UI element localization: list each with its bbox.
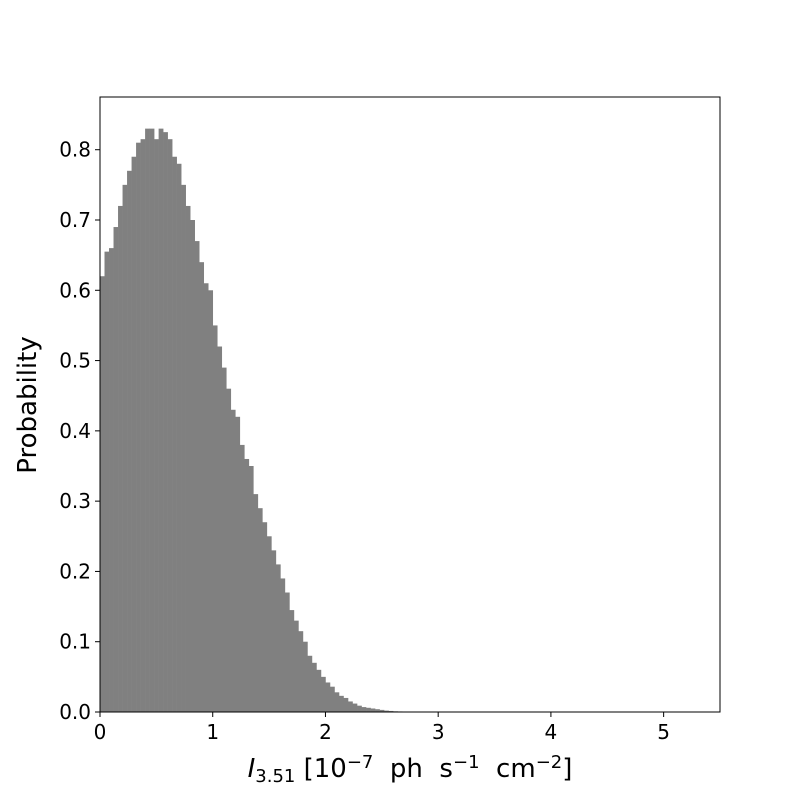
bar [235, 417, 240, 712]
bar [186, 206, 191, 712]
x-axis-label-part: −1 [453, 752, 480, 773]
bar [172, 157, 177, 712]
bar [325, 682, 330, 712]
y-tick-label: 0.5 [59, 349, 91, 373]
y-tick-label: 0.8 [59, 138, 91, 162]
bar [244, 459, 249, 712]
bar [366, 708, 371, 712]
y-tick-label: 0.7 [59, 208, 91, 232]
bar [213, 325, 218, 712]
bar [208, 290, 213, 712]
bar [258, 508, 263, 712]
x-tick-label: 2 [319, 720, 332, 744]
bar [253, 494, 258, 712]
x-tick-label: 4 [545, 720, 558, 744]
bar [163, 132, 168, 712]
x-axis-label-part: ] [562, 754, 572, 784]
bar [141, 139, 146, 712]
bar [109, 248, 114, 712]
x-axis-label-part: 3.51 [255, 766, 295, 787]
bar [271, 550, 276, 712]
bar [199, 262, 204, 712]
bar [159, 129, 164, 712]
bar [132, 157, 137, 712]
bar [105, 252, 110, 712]
x-tick-label: 1 [206, 720, 219, 744]
bar [339, 696, 344, 712]
y-tick-label: 0.6 [59, 278, 91, 302]
x-axis-label-part: −7 [347, 752, 374, 773]
bar [154, 139, 159, 712]
x-axis-label-part: [10 [295, 754, 347, 784]
x-tick-label: 0 [94, 720, 107, 744]
bar [262, 522, 267, 712]
bar [276, 564, 281, 712]
bar [294, 621, 299, 712]
bar [114, 227, 119, 712]
bar [334, 692, 339, 712]
bar [353, 704, 358, 712]
bar [118, 206, 123, 712]
bar [298, 631, 303, 712]
x-axis-label-part: ph s [373, 754, 453, 784]
bar [100, 276, 105, 712]
bar [357, 706, 362, 712]
bar [249, 466, 254, 712]
bar [217, 347, 222, 712]
bar [136, 143, 141, 712]
y-tick-label: 0.3 [59, 489, 91, 513]
bar [330, 687, 335, 712]
bar [123, 185, 128, 712]
bar [312, 663, 317, 712]
y-tick-label: 0.2 [59, 559, 91, 583]
bar [226, 389, 231, 712]
bar [307, 656, 312, 712]
bar [316, 670, 321, 712]
bar [231, 410, 236, 712]
y-tick-label: 0.4 [59, 419, 91, 443]
bar [222, 368, 227, 712]
bar [195, 241, 200, 712]
y-tick-label: 0.0 [59, 700, 91, 724]
bar [177, 164, 182, 712]
x-axis-label-part: I [248, 754, 256, 784]
x-tick-label: 3 [432, 720, 445, 744]
bar [343, 698, 348, 712]
bar [289, 610, 294, 712]
x-axis-label-part: −2 [536, 752, 563, 773]
x-tick-label: 5 [657, 720, 670, 744]
bar [127, 171, 132, 712]
bar [145, 129, 150, 712]
bar [371, 708, 376, 712]
bar [303, 642, 308, 712]
bar [362, 707, 367, 712]
y-axis-label: Probability [13, 336, 43, 473]
bar [348, 701, 353, 712]
bar [168, 139, 173, 712]
bar [321, 677, 326, 712]
bar [181, 185, 186, 712]
bar [280, 578, 285, 712]
bar [285, 593, 290, 712]
x-axis-label-part: cm [480, 754, 536, 784]
bar [190, 220, 195, 712]
y-tick-label: 0.1 [59, 630, 91, 654]
bar [267, 536, 272, 712]
bar [150, 129, 155, 712]
bar [204, 283, 209, 712]
bar [240, 445, 245, 712]
x-axis-label: I3.51 [10−7 ph s−1 cm−2] [248, 752, 573, 787]
